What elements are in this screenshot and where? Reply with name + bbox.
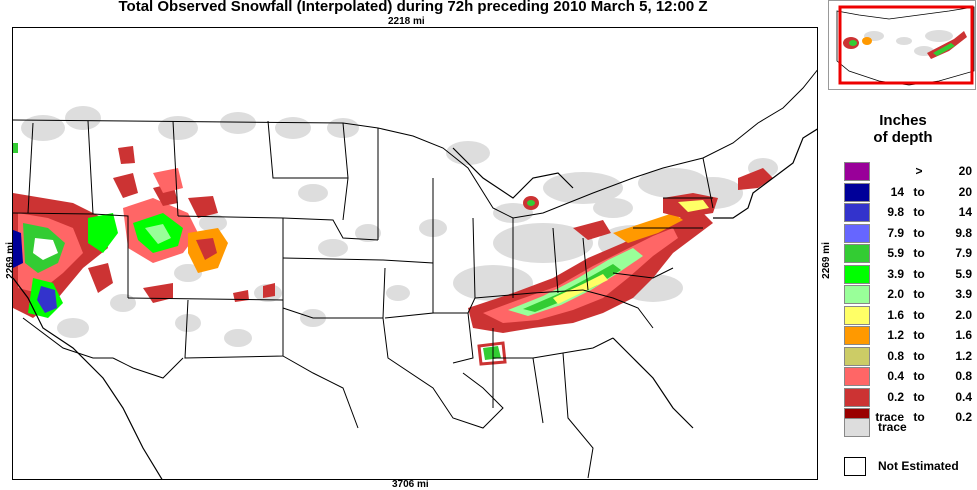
legend-title: Inches of depth [842,112,964,146]
legend-high-value: 2.0 [955,308,972,322]
legend-row: 0.4 to 0.8 [844,367,974,387]
legend-swatch [844,265,870,284]
legend-swatch [844,285,870,304]
snowfall-east [468,168,773,366]
legend-low-value: 1.6 [887,308,904,322]
not-estimated-swatch [844,457,866,476]
legend-row: 2.0 to 3.9 [844,285,974,305]
legend-range-word: to [913,308,925,322]
state-boundaries [13,69,817,479]
legend-swatch [844,367,870,386]
legend-row: 14 to 20 [844,183,974,203]
legend-low-value: 2.0 [887,287,904,301]
legend-swatch [844,347,870,366]
legend-range-word: to [913,185,925,199]
locator-inset-svg [836,5,975,86]
legend-range-word: to [913,287,925,301]
distance-right-label: 2269 mi [820,242,832,279]
legend-low-value: 3.9 [887,267,904,281]
legend-swatch [844,224,870,243]
distance-bottom-label: 3706 mi [392,479,429,490]
legend-high-value: 20 [958,185,972,199]
legend-range-word: > [915,164,923,178]
legend-low-value: trace [875,410,904,424]
legend-high-value: 7.9 [955,246,972,260]
snowfall-map-svg [13,69,817,479]
legend-high-value: 5.9 [955,267,972,281]
inset-view-frame [838,5,974,85]
legend-high-value: 0.4 [955,390,972,404]
legend-range-word: to [913,349,925,363]
legend-high-value: 0.2 [955,410,972,424]
snowfall-map[interactable] [12,27,818,480]
legend-swatch [844,388,870,407]
legend-title-line2: of depth [873,129,933,146]
legend-swatch [844,244,870,263]
legend-row: 5.9 to 7.9 [844,244,974,264]
legend-swatch [844,306,870,325]
coastline [13,128,817,479]
legend-swatch [844,162,870,181]
legend-high-value: 0.8 [955,369,972,383]
legend-title-line1: Inches [879,112,927,129]
distance-top-label: 2218 mi [388,16,425,27]
legend-low-value: 0.2 [887,390,904,404]
legend-high-value: 1.6 [955,328,972,342]
legend-low-value: 1.2 [887,328,904,342]
legend-low-value: 5.9 [887,246,904,260]
locator-inset-map[interactable] [828,0,976,90]
legend-range-word: to [913,205,925,219]
legend-swatch [844,203,870,222]
legend-high-value: 1.2 [955,349,972,363]
legend-low-value: 0.4 [887,369,904,383]
legend-low-value: 7.9 [887,226,904,240]
snowfall-michigan [523,196,539,210]
map-title: Total Observed Snowfall (Interpolated) d… [118,0,708,15]
legend-row-trace: trace [844,418,974,438]
legend-swatch [844,183,870,202]
legend-range-word: to [913,226,925,240]
legend-high-value: 9.8 [955,226,972,240]
legend-range-word: to [913,267,925,281]
legend-high-value: 20 [958,164,972,178]
legend-row: 7.9 to 9.8 [844,224,974,244]
snowfall-west [13,143,275,318]
legend-high-value: 3.9 [955,287,972,301]
legend-swatch [844,326,870,345]
legend-row: 9.8 to 14 [844,203,974,223]
legend-range-word: to [913,410,925,424]
legend-swatch-trace [844,418,870,437]
legend-range-word: to [913,246,925,260]
legend-range-word: to [913,390,925,404]
legend-row: 0.8 to 1.2 [844,347,974,367]
legend-low-value: 0.8 [887,349,904,363]
legend-range-word: to [913,369,925,383]
legend-range-word: to [913,328,925,342]
legend-row: 1.2 to 1.6 [844,326,974,346]
legend-trace-label: trace [878,420,907,434]
legend-row: >20 [844,162,974,182]
legend-row: 1.6 to 2.0 [844,306,974,326]
not-estimated-label: Not Estimated [878,459,959,473]
legend-low-value: 9.8 [887,205,904,219]
legend-row: 0.2 to 0.4 [844,388,974,408]
legend-row: 3.9 to 5.9 [844,265,974,285]
legend-high-value: 14 [958,205,972,219]
legend-low-value: 14 [890,185,904,199]
